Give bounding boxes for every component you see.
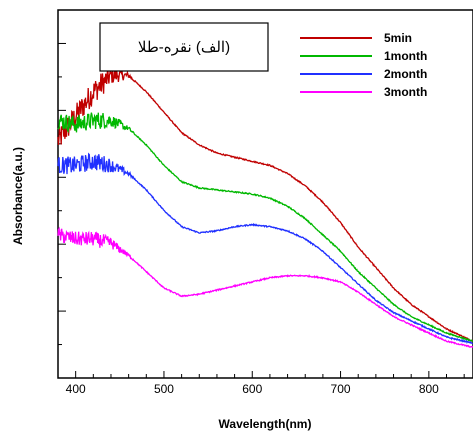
legend-label: 1month <box>384 49 427 63</box>
plot-frame <box>57 9 473 379</box>
inset-box: (الف) نقره-طلا <box>99 22 269 72</box>
legend-label: 2month <box>384 67 427 81</box>
series-line-1month <box>57 112 473 343</box>
legend: 5min 1month 2month 3month <box>300 31 427 99</box>
y-axis-ticks <box>58 42 66 346</box>
x-tick-label: 400 <box>66 382 86 396</box>
x-tick-label: 500 <box>154 382 174 396</box>
series-layer <box>57 67 473 348</box>
inset-label: (الف) نقره-طلا <box>138 39 230 56</box>
x-tick-label: 700 <box>331 382 351 396</box>
x-axis-ticks: 400 500 600 700 800 <box>66 371 465 396</box>
inset-label-box <box>99 22 269 72</box>
series-line-5min <box>57 67 473 342</box>
y-axis-title: Absorbance(a.u.) <box>11 147 25 245</box>
x-tick-label: 800 <box>419 382 439 396</box>
x-tick-label: 600 <box>242 382 262 396</box>
legend-label: 5min <box>384 31 412 45</box>
legend-label: 3month <box>384 85 427 99</box>
series-line-3month <box>57 226 473 348</box>
x-axis-title: Wavelength(nm) <box>219 417 312 431</box>
series-line-2month <box>57 152 473 345</box>
